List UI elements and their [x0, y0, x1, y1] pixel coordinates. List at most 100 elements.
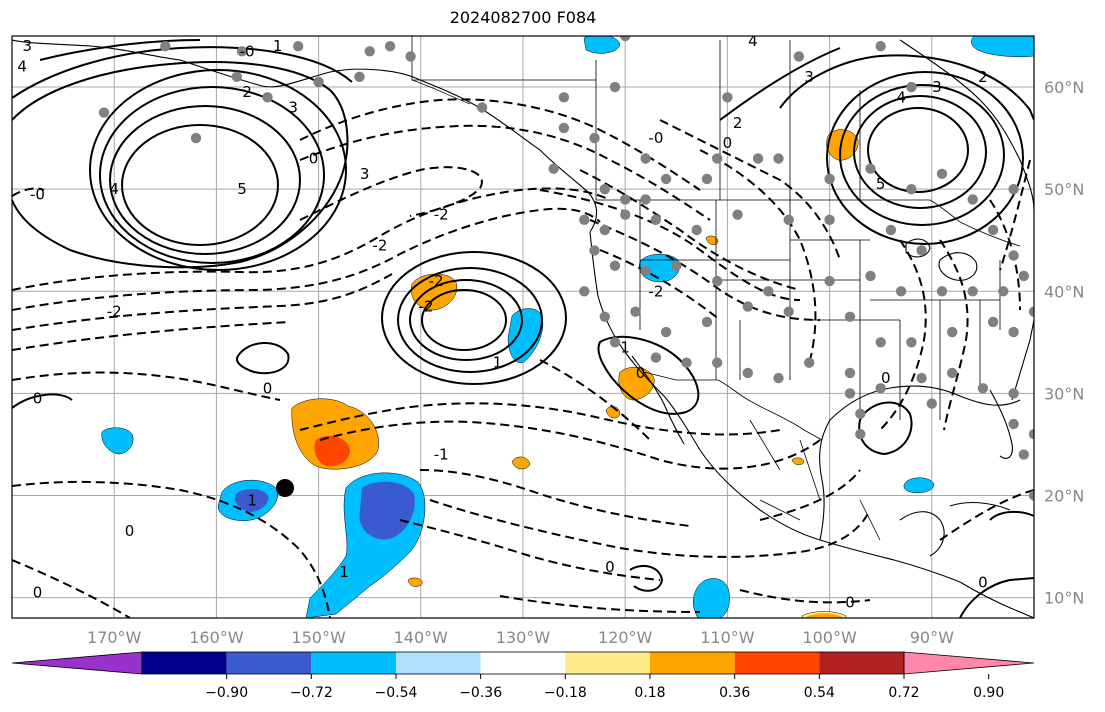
- station-marker: [620, 194, 631, 205]
- station-marker: [844, 311, 856, 322]
- contour-label: 5: [876, 175, 886, 193]
- station-marker: [773, 153, 784, 164]
- dash-contour-16: [319, 420, 821, 470]
- lon-tick-label: 140°W: [394, 628, 449, 647]
- colorbar-tick-label: −0.18: [544, 685, 587, 701]
- station-marker: [405, 51, 416, 62]
- contour-label: 1: [620, 338, 630, 356]
- dash-contour-9: [589, 219, 821, 321]
- station-marker: [906, 337, 917, 348]
- contour-mid-high-1: [421, 289, 507, 351]
- station-marker: [926, 398, 937, 409]
- colorbar-tick-label: 0.90: [973, 685, 1004, 701]
- station-marker: [895, 286, 907, 297]
- station-marker: [1018, 270, 1029, 282]
- dash-contour-27: [999, 159, 1031, 271]
- station-marker: [1008, 326, 1019, 338]
- station-marker: [660, 326, 672, 338]
- contour-label: 0: [723, 134, 733, 152]
- colorbar: −0.90 −0.72 −0.54 −0.36 −0.18 0.18 0.36 0.54 0.7…: [11, 651, 1035, 701]
- contour-high-east-1: [867, 107, 969, 193]
- station-marker: [599, 224, 610, 236]
- colorbar-tick-label: 0.18: [634, 685, 665, 701]
- contour-label: 5: [237, 180, 247, 198]
- station-marker: [558, 92, 570, 103]
- shade-blue-north-canada-1: [583, 36, 621, 54]
- hudson-bay: [899, 39, 1034, 211]
- shade-orange-gulf-small: [791, 457, 805, 465]
- station-marker: [722, 92, 733, 103]
- station-marker: [650, 214, 662, 225]
- lon-tick-label: 110°W: [700, 628, 755, 647]
- station-marker: [752, 153, 764, 164]
- station-marker: [977, 383, 989, 394]
- contour-label: -0: [240, 42, 255, 60]
- contour-label: 3: [288, 99, 298, 117]
- contour-label: 1: [493, 354, 503, 372]
- contour-label: 0: [636, 364, 646, 382]
- map-frame: [11, 35, 1035, 619]
- lon-tick-label: 160°W: [189, 628, 244, 647]
- contour-high-west-7: [39, 39, 201, 61]
- contour-label: 4: [748, 32, 758, 50]
- dash-contour-11: [539, 189, 801, 301]
- station-marker: [875, 383, 886, 394]
- latitude-tick-labels: 60°N 50°N 40°N 30°N 20°N 10°N: [1044, 78, 1084, 608]
- contour-label: 0: [978, 573, 988, 591]
- longitude-tick-labels: 170°W 160°W 150°W 140°W 130°W 120°W 110°W 100°W…: [87, 628, 954, 647]
- shade-orange-small-2: [511, 456, 531, 470]
- station-marker: [1008, 250, 1019, 261]
- station-marker: [712, 153, 723, 164]
- station-marker: [967, 194, 978, 205]
- station-marker: [701, 173, 713, 185]
- lon-tick-label: 150°W: [291, 628, 346, 647]
- contour-label: 0: [605, 558, 615, 576]
- shade-orange-baja: [618, 366, 655, 401]
- colorbar-extend-low: [11, 651, 143, 675]
- contour-label: -2: [648, 282, 663, 300]
- colorbar-tick-label: 0.72: [888, 685, 919, 701]
- us-mexico-border: [643, 371, 823, 441]
- contour-label: -0: [30, 185, 45, 203]
- contour-label: 4: [896, 88, 906, 106]
- lat-tick-label: 20°N: [1044, 486, 1084, 505]
- lon-tick-label: 130°W: [496, 628, 551, 647]
- contour-high-east-4: [826, 71, 1024, 245]
- contour-label: 0: [33, 390, 43, 408]
- dash-contour-17: [12, 480, 331, 618]
- contour-mid-high-2: [409, 279, 523, 361]
- lon-tick-label: 120°W: [598, 628, 653, 647]
- gulf-coast: [819, 385, 1021, 541]
- contour-label: 2: [978, 68, 988, 86]
- station-marker: [1028, 429, 1034, 440]
- dash-contour-14: [12, 371, 281, 401]
- contour-label: 0: [845, 594, 855, 612]
- state-lines: [639, 200, 1001, 420]
- station-marker: [824, 214, 835, 225]
- colorbar-segment: [480, 652, 566, 674]
- station-markers: [98, 36, 1034, 501]
- station-marker: [681, 357, 692, 368]
- station-marker: [701, 316, 713, 328]
- dash-contour-2: [12, 207, 601, 311]
- station-marker: [844, 388, 856, 399]
- contour-label: -2: [418, 298, 433, 316]
- station-marker: [262, 92, 273, 103]
- contour-label: -2: [372, 236, 387, 254]
- station-marker: [855, 429, 866, 440]
- contour-high-west-1: [121, 124, 279, 246]
- coastlines: [12, 39, 1034, 618]
- station-marker: [773, 372, 784, 384]
- station-marker: [998, 286, 1009, 297]
- station-marker: [804, 357, 815, 368]
- dash-contour-5: [299, 166, 483, 221]
- station-marker: [967, 286, 978, 297]
- colorbar-segment: [396, 652, 481, 674]
- station-marker: [579, 286, 590, 297]
- station-marker: [160, 41, 171, 52]
- contour-high-east-2: [853, 95, 987, 209]
- lat-tick-label: 40°N: [1044, 282, 1084, 301]
- contour-sw-1: [236, 341, 290, 375]
